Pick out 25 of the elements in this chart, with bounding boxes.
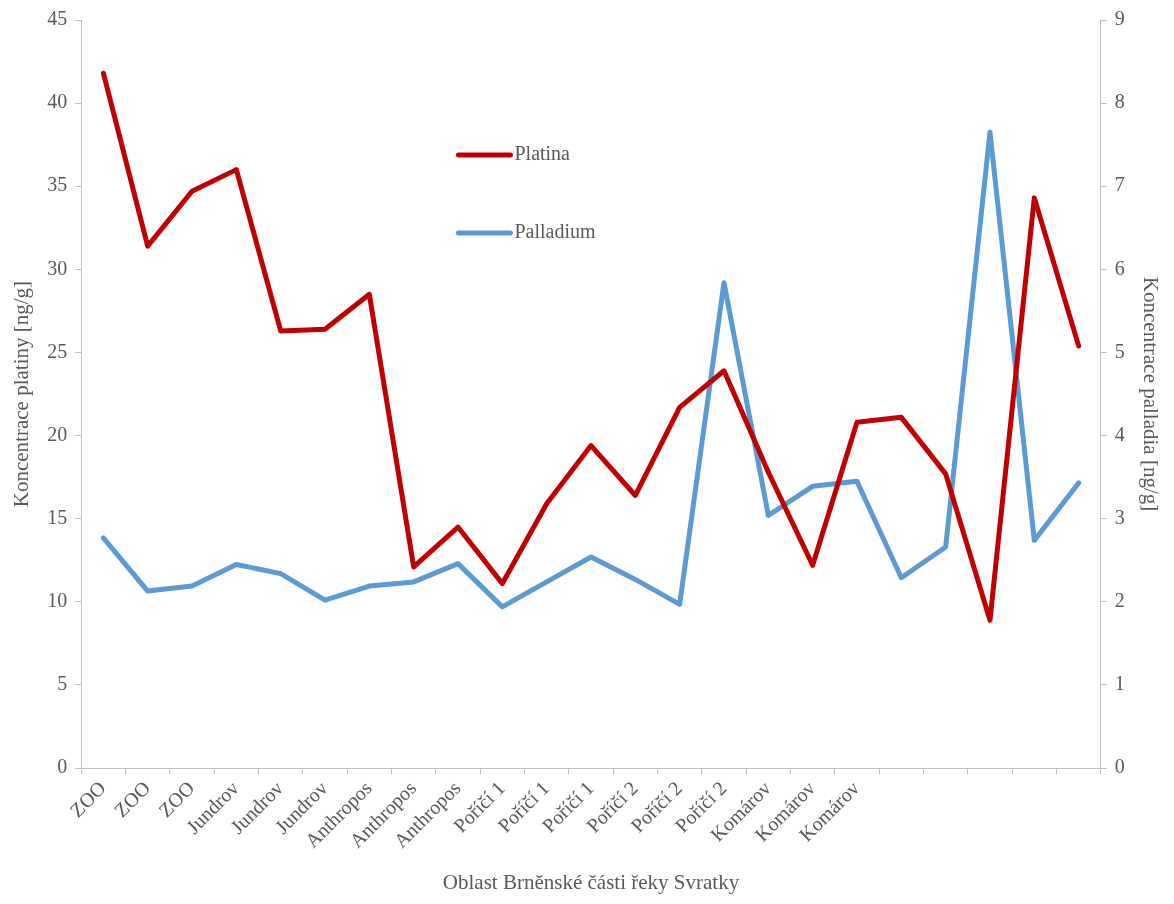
y-tick-label: 40	[47, 90, 68, 113]
y2-tick-label: 4	[1114, 422, 1125, 445]
y2-tick-label: 7	[1114, 173, 1125, 196]
y-tick-label: 30	[47, 256, 68, 279]
y-axis-title: Koncentrace platiny [ng/g]	[9, 280, 34, 508]
y-tick-label: 35	[47, 173, 68, 196]
y2-tick-label: 3	[1114, 506, 1125, 528]
legend-label: Palladium	[514, 220, 596, 243]
y-tick-label: 5	[57, 672, 68, 695]
y2-axis-title: Koncentrace palladia [ng/g]	[1138, 276, 1163, 512]
y2-tick-label: 5	[1114, 339, 1125, 362]
y2-tick-label: 9	[1114, 7, 1125, 30]
y-tick-label: 25	[47, 339, 68, 362]
y2-tick-label: 8	[1114, 90, 1125, 113]
y-tick-label: 15	[47, 506, 68, 528]
y2-tick-label: 2	[1114, 589, 1125, 612]
y-tick-label: 0	[57, 755, 68, 778]
y2-tick-label: 0	[1114, 755, 1125, 778]
y-tick-label: 10	[47, 589, 68, 612]
y2-tick-label: 6	[1114, 256, 1125, 279]
legend-label: Platina	[514, 142, 571, 165]
x-axis-title: Oblast Brněnské části řeky Svratky	[442, 869, 740, 894]
y-tick-label: 20	[47, 422, 68, 445]
y2-tick-label: 1	[1114, 672, 1125, 695]
y-tick-label: 45	[47, 7, 68, 30]
